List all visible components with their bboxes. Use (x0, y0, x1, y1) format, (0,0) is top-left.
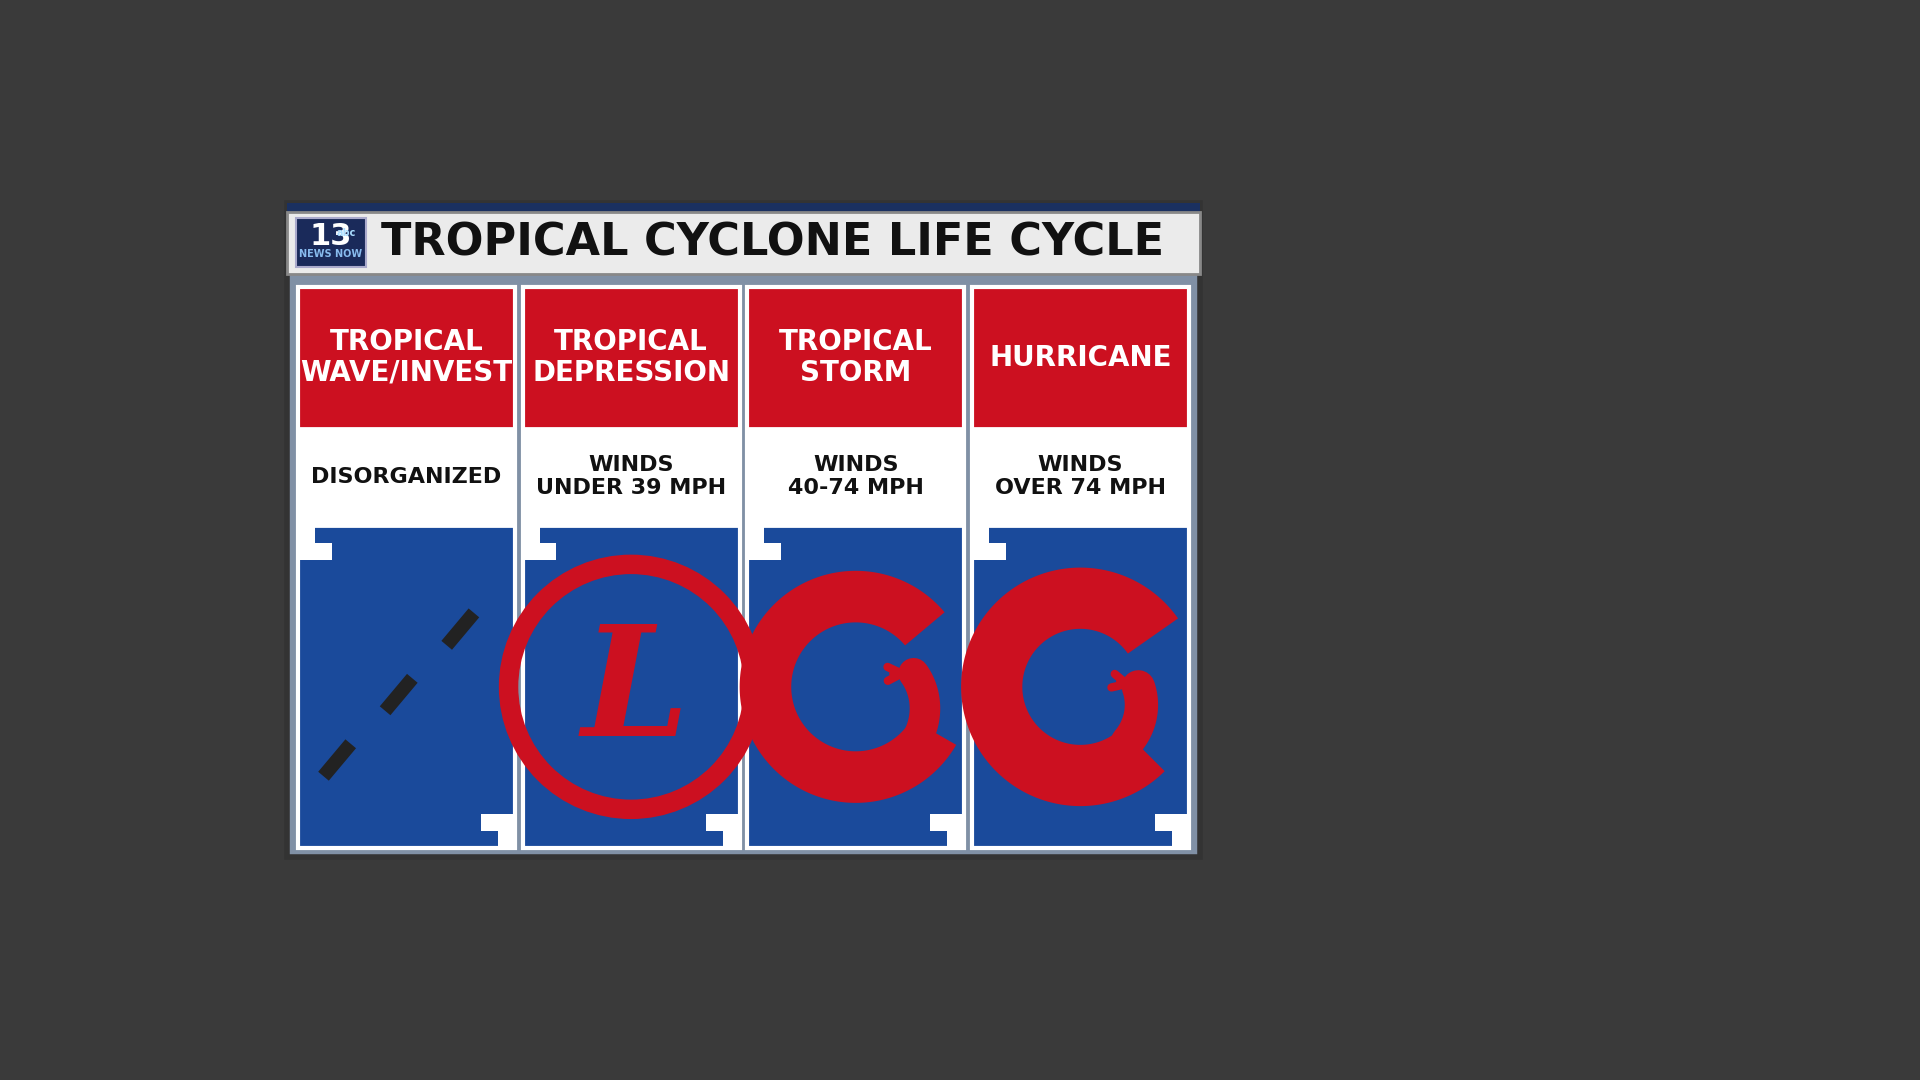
FancyBboxPatch shape (296, 218, 365, 268)
Text: HURRICANE: HURRICANE (989, 343, 1171, 372)
FancyBboxPatch shape (298, 526, 515, 848)
Polygon shape (319, 740, 355, 781)
Polygon shape (482, 814, 515, 848)
FancyBboxPatch shape (747, 428, 964, 526)
FancyBboxPatch shape (972, 287, 1188, 428)
Text: TROPICAL
DEPRESSION: TROPICAL DEPRESSION (532, 328, 730, 387)
FancyBboxPatch shape (288, 212, 1200, 273)
Text: WINDS
40-74 MPH: WINDS 40-74 MPH (787, 455, 924, 498)
FancyBboxPatch shape (288, 203, 1200, 212)
Polygon shape (707, 814, 739, 848)
FancyBboxPatch shape (522, 428, 739, 526)
Polygon shape (298, 526, 332, 559)
Text: WINDS
OVER 74 MPH: WINDS OVER 74 MPH (995, 455, 1165, 498)
Text: 13: 13 (309, 222, 351, 252)
Text: L: L (582, 619, 689, 768)
FancyBboxPatch shape (298, 428, 515, 526)
FancyBboxPatch shape (972, 428, 1188, 526)
FancyBboxPatch shape (522, 287, 739, 428)
FancyBboxPatch shape (288, 203, 1200, 858)
Text: TROPICAL
STORM: TROPICAL STORM (780, 328, 933, 387)
Text: DISORGANIZED: DISORGANIZED (311, 467, 501, 487)
Polygon shape (522, 526, 557, 559)
Polygon shape (972, 526, 1006, 559)
FancyBboxPatch shape (298, 287, 515, 428)
Text: TROPICAL CYCLONE LIFE CYCLE: TROPICAL CYCLONE LIFE CYCLE (380, 221, 1164, 265)
FancyBboxPatch shape (972, 526, 1188, 848)
Polygon shape (739, 571, 956, 802)
Polygon shape (747, 526, 781, 559)
Polygon shape (931, 814, 964, 848)
Polygon shape (380, 674, 419, 715)
Text: NEWS NOW: NEWS NOW (300, 248, 363, 258)
Polygon shape (962, 568, 1179, 806)
Text: abc: abc (336, 228, 355, 238)
FancyBboxPatch shape (522, 526, 739, 848)
Text: WINDS
UNDER 39 MPH: WINDS UNDER 39 MPH (536, 455, 726, 498)
Polygon shape (442, 608, 480, 650)
Polygon shape (1156, 814, 1188, 848)
FancyBboxPatch shape (747, 287, 964, 428)
Text: TROPICAL
WAVE/INVEST: TROPICAL WAVE/INVEST (300, 328, 513, 387)
FancyBboxPatch shape (747, 526, 964, 848)
